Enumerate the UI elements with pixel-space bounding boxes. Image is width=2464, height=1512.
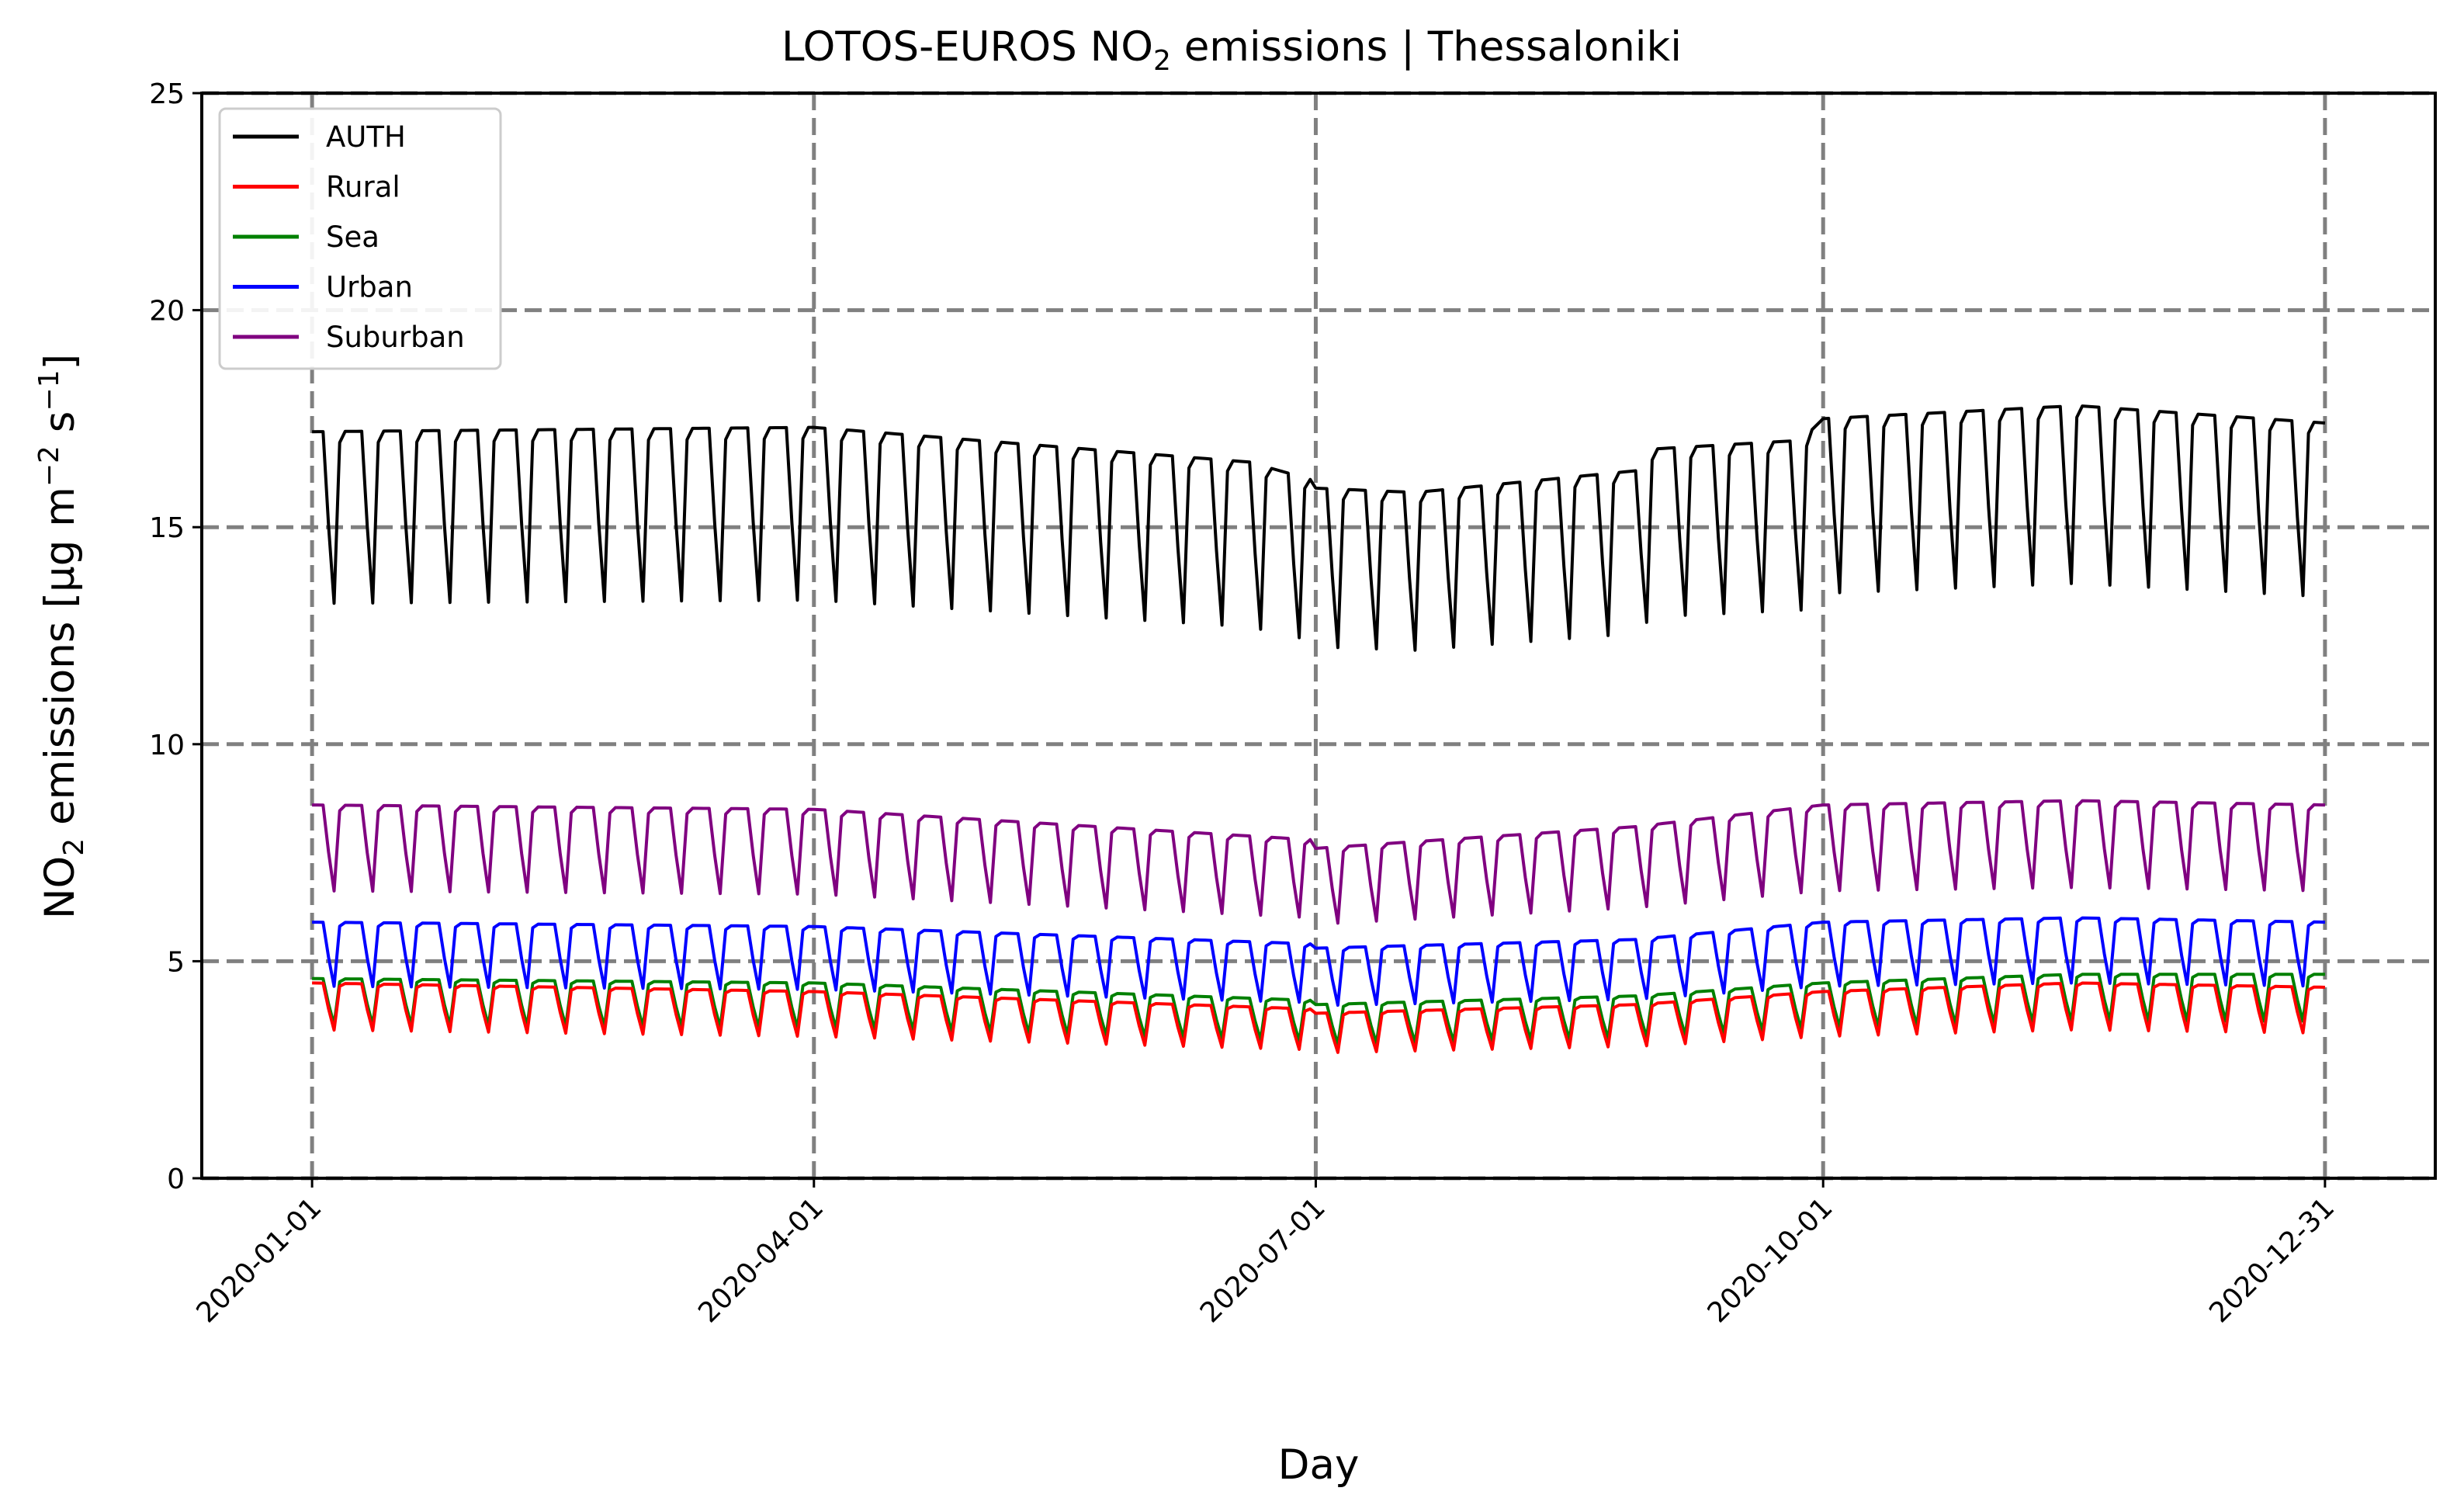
series-line-suburban <box>312 799 2325 925</box>
plot-frame <box>200 92 2437 1180</box>
series-layer <box>312 404 2326 1054</box>
series-line-urban <box>312 916 2325 1007</box>
legend-label-suburban: Suburban <box>326 321 465 354</box>
legend: AUTH Rural Sea Urban Suburban <box>218 107 502 370</box>
legend-box <box>218 107 502 370</box>
x-tick-label: 2020-04-01 <box>692 1191 830 1329</box>
x-axis: 2020-01-01 2020-04-01 2020-07-01 2020-10-01… <box>191 1178 2341 1329</box>
x-axis-label: Day <box>1278 1441 1360 1489</box>
y-tick-label: 10 <box>149 730 185 761</box>
y-axis-label: NO2 emissions [μg m−2 s−1] <box>33 354 90 919</box>
legend-label-rural: Rural <box>326 171 400 204</box>
y-tick-label: 20 <box>149 296 185 328</box>
series-line-auth <box>312 404 2326 652</box>
y-tick-label: 5 <box>167 946 185 978</box>
series-line-rural <box>312 981 2325 1054</box>
x-tick-label: 2020-12-31 <box>2203 1191 2341 1329</box>
legend-label-sea: Sea <box>326 220 379 254</box>
legend-label-urban: Urban <box>326 271 413 304</box>
y-tick-label: 25 <box>149 78 185 110</box>
legend-label-auth: AUTH <box>326 120 406 154</box>
y-tick-label: 0 <box>167 1163 185 1195</box>
y-axis: 0 5 10 15 20 25 <box>149 78 202 1195</box>
grid <box>202 91 2435 1181</box>
x-tick-label: 2020-01-01 <box>191 1191 328 1329</box>
x-tick-label: 2020-07-01 <box>1194 1191 1332 1329</box>
x-tick-label: 2020-10-01 <box>1702 1191 1839 1329</box>
chart-title: LOTOS-EUROS NO2 emissions | Thessaloniki <box>781 23 1682 77</box>
y-tick-label: 15 <box>149 512 185 544</box>
